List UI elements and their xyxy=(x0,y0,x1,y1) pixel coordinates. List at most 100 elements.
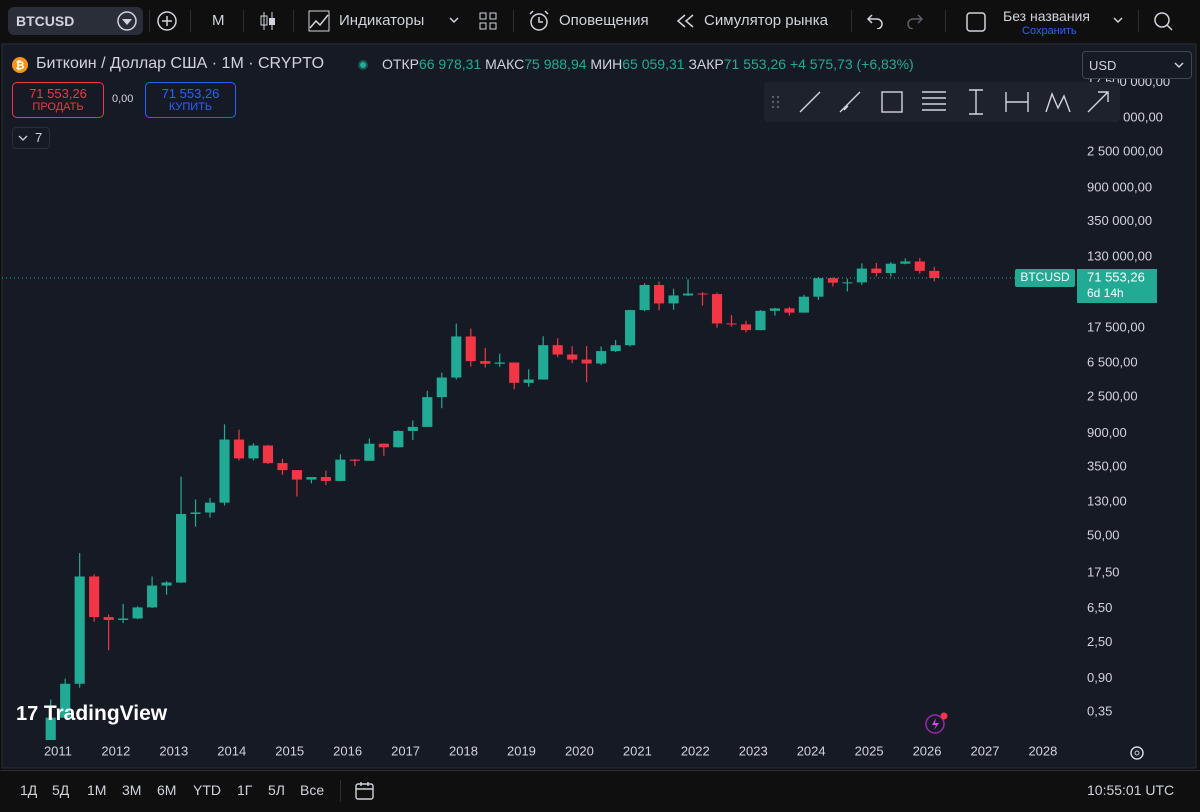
candle-body xyxy=(827,278,838,283)
flash-icon[interactable] xyxy=(924,711,950,737)
candle-body xyxy=(89,576,100,618)
series-title: Биткоин / Доллар США · 1M · CRYPTO xyxy=(36,55,325,72)
candle-body xyxy=(784,308,795,313)
bottom-bar: 1Д 5Д 1М 3М 6М YTD 1Г 5Л Все xyxy=(0,770,1200,812)
interval[interactable]: M xyxy=(212,12,225,29)
countdown: 6d 14h xyxy=(1087,286,1124,300)
trend-line-tool[interactable] xyxy=(799,91,821,113)
legend-label: МИН xyxy=(590,56,623,72)
range-button[interactable]: 6М xyxy=(157,782,177,798)
quick-search[interactable] xyxy=(1152,10,1174,32)
layout-icon[interactable] xyxy=(965,11,987,33)
chevron[interactable] xyxy=(1112,15,1124,25)
range-button[interactable]: YTD xyxy=(193,782,221,798)
range-button[interactable]: 1Г xyxy=(237,782,253,798)
candle-body xyxy=(494,362,505,364)
layout-name[interactable]: Без названия xyxy=(1003,8,1090,24)
x-tick-label: 2025 xyxy=(855,743,884,758)
chevron[interactable] xyxy=(1173,60,1185,70)
replay[interactable]: Симулятор рынка xyxy=(704,12,828,29)
candle-body xyxy=(538,345,549,380)
arrow-tool[interactable] xyxy=(1087,91,1109,113)
redo[interactable] xyxy=(906,13,924,29)
rectangle-tool[interactable] xyxy=(881,91,903,113)
candle-body xyxy=(610,345,621,352)
candle-body xyxy=(711,294,723,324)
candle-body xyxy=(349,459,360,461)
buy-label[interactable]: КУПИТЬ xyxy=(168,101,213,113)
range-button[interactable]: 1Д xyxy=(20,782,38,798)
candle-body xyxy=(407,426,418,431)
candle-body xyxy=(581,359,592,364)
currency[interactable]: USD xyxy=(1089,58,1117,73)
y-tick-label: 17,50 xyxy=(1087,565,1120,580)
buy-price[interactable]: 71 553,26 xyxy=(161,86,220,101)
ray-tool[interactable] xyxy=(839,91,861,113)
pattern-tool[interactable] xyxy=(1045,92,1071,113)
x-tick-label: 2016 xyxy=(333,743,362,758)
sell-price[interactable]: 71 553,26 xyxy=(29,86,87,101)
candle-body xyxy=(509,362,520,383)
candle-body xyxy=(697,293,708,295)
candle-body xyxy=(842,282,853,284)
symbol-icon xyxy=(117,11,137,31)
chevron[interactable] xyxy=(448,15,460,25)
templates[interactable] xyxy=(479,12,497,30)
replay-icon[interactable] xyxy=(676,13,696,29)
date-range-tool[interactable] xyxy=(1005,92,1029,112)
candle-body xyxy=(813,278,824,297)
legend-value: 75 988,94 xyxy=(524,56,587,72)
sell-button[interactable]: 71 553,26 ПРОДАТЬ xyxy=(12,82,104,118)
goto-date[interactable] xyxy=(354,780,376,802)
alerts[interactable]: Оповещения xyxy=(559,12,649,29)
candle-body xyxy=(277,463,288,471)
chart-type[interactable] xyxy=(258,10,278,32)
x-tick-label: 2017 xyxy=(391,743,420,758)
candle-body xyxy=(914,261,925,271)
add-symbol[interactable] xyxy=(156,10,178,32)
legend-value: 71 553,26 xyxy=(723,56,787,72)
indicators-icon[interactable] xyxy=(308,10,330,32)
range-button[interactable]: 5Д xyxy=(52,782,70,798)
range-button[interactable]: 1М xyxy=(87,782,107,798)
range-button[interactable]: Все xyxy=(300,782,325,798)
candle-body xyxy=(451,336,462,378)
chart-pane xyxy=(1,43,1197,769)
x-tick-label: 2015 xyxy=(275,743,304,758)
x-tick-label: 2014 xyxy=(217,743,246,758)
clock[interactable]: 10:55:01 UTC xyxy=(1087,782,1175,798)
x-tick-label: 2023 xyxy=(739,743,768,758)
sell-label[interactable]: ПРОДАТЬ xyxy=(32,101,84,113)
drag-handle[interactable] xyxy=(771,95,780,109)
svg-text:₿: ₿ xyxy=(16,60,25,72)
range-tool[interactable] xyxy=(969,89,983,115)
settings[interactable] xyxy=(1128,744,1146,762)
candle-body xyxy=(856,268,867,283)
logo-text: TradingView xyxy=(43,702,168,725)
save[interactable]: Сохранить xyxy=(1022,25,1077,37)
fib-tool[interactable] xyxy=(922,91,946,111)
candle-body xyxy=(103,617,114,620)
currency-select[interactable] xyxy=(1082,51,1192,79)
y-tick-label: 6 500,00 xyxy=(1087,355,1138,370)
legend-label: МАКС xyxy=(485,56,525,72)
range-button[interactable]: 5Л xyxy=(268,782,285,798)
candle-body xyxy=(740,324,752,331)
candle-body xyxy=(60,683,71,718)
candle-body xyxy=(248,445,259,459)
range-button[interactable]: 3М xyxy=(122,782,142,798)
indicators-count[interactable]: 7 xyxy=(35,130,43,145)
y-tick-label: 50,00 xyxy=(1087,527,1120,542)
undo[interactable] xyxy=(866,13,884,29)
candle-body xyxy=(320,477,331,481)
buy-button[interactable]: 71 553,26 КУПИТЬ xyxy=(145,82,236,118)
symbol-search[interactable] xyxy=(8,7,143,35)
indicators-toggle[interactable]: 7 xyxy=(12,127,50,149)
symbol-label: BTCUSD xyxy=(1020,270,1070,284)
alert-icon[interactable] xyxy=(528,10,550,32)
legend-label: ЗАКР xyxy=(688,56,724,72)
indicators[interactable]: Индикаторы xyxy=(339,12,425,29)
symbol[interactable]: BTCUSD xyxy=(16,13,75,29)
x-tick-label: 2018 xyxy=(449,743,478,758)
candle-body xyxy=(262,445,274,464)
